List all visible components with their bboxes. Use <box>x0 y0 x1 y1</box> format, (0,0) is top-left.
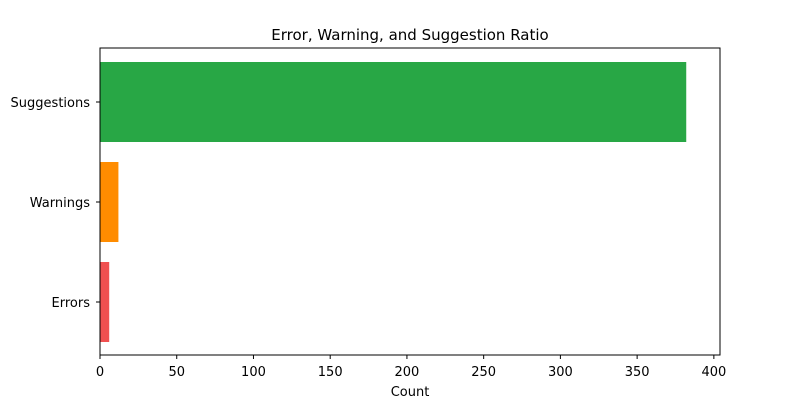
x-tick-label: 300 <box>548 365 573 380</box>
x-tick-label: 0 <box>96 365 104 380</box>
plot-area-frame <box>99 47 721 356</box>
x-tick-label: 350 <box>625 365 650 380</box>
chart-title: Error, Warning, and Suggestion Ratio <box>271 26 548 44</box>
y-tick-label: Errors <box>52 296 91 311</box>
x-tick-label: 250 <box>471 365 496 380</box>
bars-group <box>100 62 687 342</box>
bar-errors <box>100 262 110 342</box>
x-axis-title: Count <box>391 385 430 400</box>
x-tick-label: 50 <box>168 365 185 380</box>
x-tick-label: 100 <box>241 365 266 380</box>
x-tick-label: 400 <box>701 365 726 380</box>
bar-warnings <box>100 162 119 242</box>
bar-suggestions <box>100 62 687 142</box>
x-tick-label: 200 <box>395 365 420 380</box>
x-axis: 0 50 100 150 200 250 300 350 400 <box>96 355 726 380</box>
y-tick-label: Suggestions <box>11 96 91 111</box>
y-tick-label: Warnings <box>30 196 90 211</box>
y-axis: Errors Warnings Suggestions <box>11 96 100 311</box>
x-tick-label: 150 <box>318 365 343 380</box>
